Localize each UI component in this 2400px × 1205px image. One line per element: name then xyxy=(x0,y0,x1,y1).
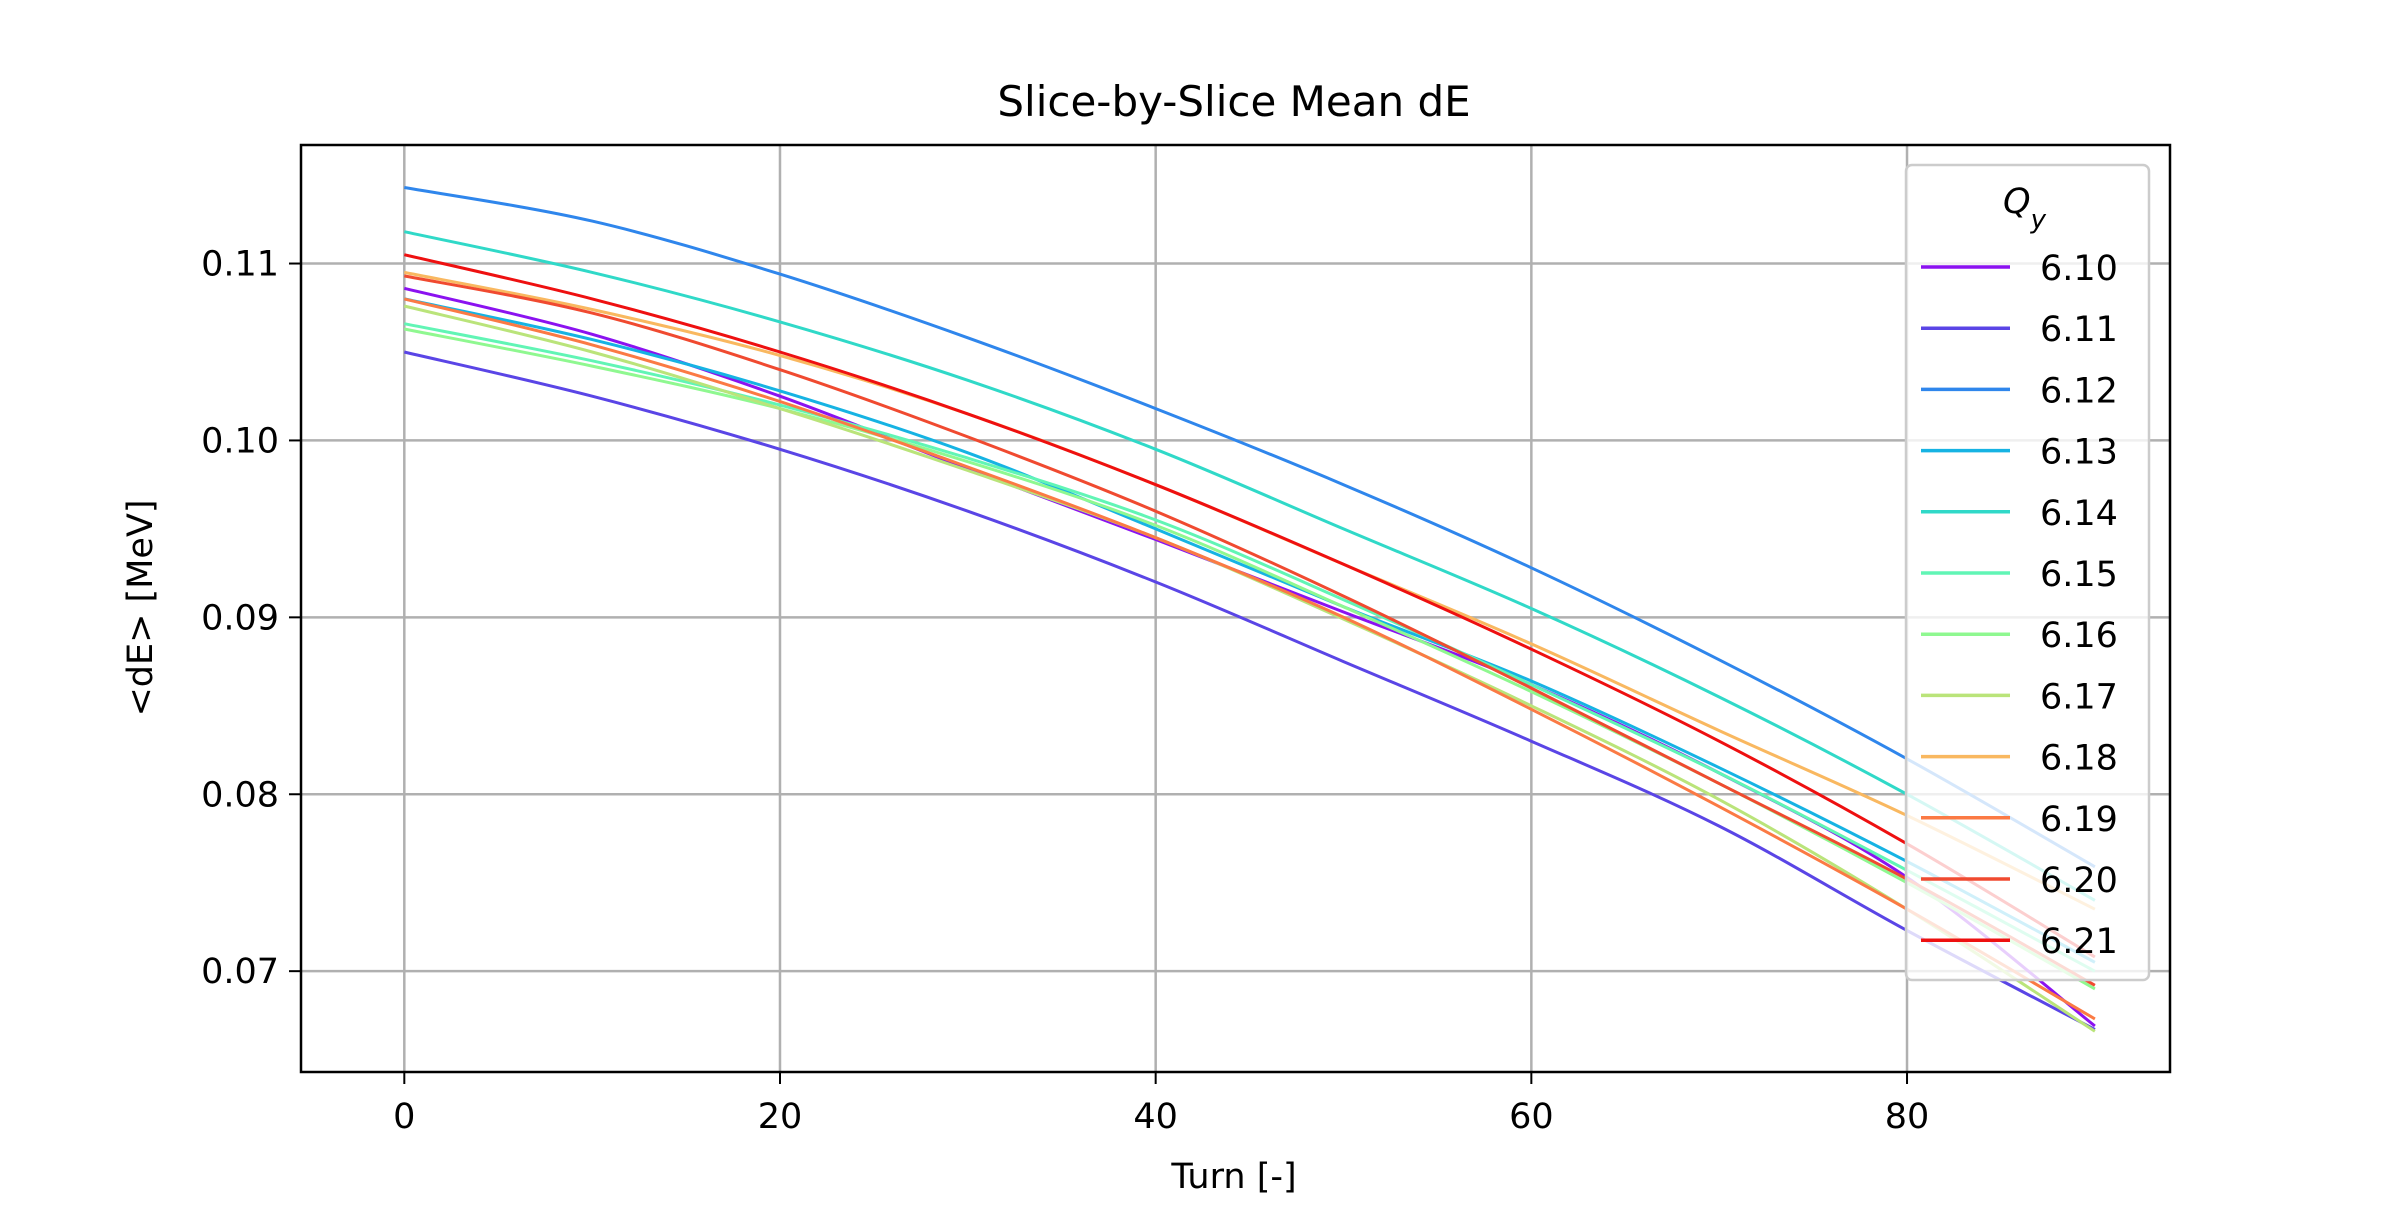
x-tick-label: 0 xyxy=(393,1097,415,1137)
legend-label: 6.11 xyxy=(2040,310,2118,350)
plot-frame xyxy=(299,143,2172,1074)
legend-title: Qy xyxy=(2003,182,2047,235)
series-lines xyxy=(403,186,2096,1033)
legend-item: 6.19 xyxy=(1921,800,2118,840)
series-line-6-21 xyxy=(403,253,2096,959)
legend-label: 6.17 xyxy=(2040,677,2118,717)
legend-item: 6.17 xyxy=(1921,677,2118,717)
legend: Qy 6.106.116.126.136.146.156.166.176.186… xyxy=(1904,163,2151,982)
legend-item: 6.20 xyxy=(1921,861,2118,901)
legend-label: 6.19 xyxy=(2040,800,2118,840)
legend-item: 6.21 xyxy=(1921,922,2118,962)
legend-box xyxy=(1904,163,2151,982)
legend-item: 6.13 xyxy=(1921,433,2118,473)
legend-label: 6.18 xyxy=(2040,739,2118,779)
series-line-6-11 xyxy=(403,350,2096,1031)
y-tick-label: 0.10 xyxy=(201,421,279,461)
legend-item: 6.14 xyxy=(1921,494,2118,534)
grid xyxy=(301,145,2170,1072)
y-tick-label: 0.08 xyxy=(201,775,279,815)
legend-item: 6.15 xyxy=(1921,555,2118,595)
y-axis-title: <dE> [MeV] xyxy=(121,499,161,716)
x-tick-label: 20 xyxy=(758,1097,803,1137)
x-tick-label: 40 xyxy=(1133,1097,1178,1137)
legend-label: 6.16 xyxy=(2040,616,2118,656)
legend-item: 6.18 xyxy=(1921,739,2118,779)
x-axis-title: Turn [-] xyxy=(1170,1157,1296,1197)
series-line-6-19 xyxy=(403,297,2096,1021)
series-line-6-20 xyxy=(404,274,2096,987)
legend-entries: 6.10 6.11 6.12 6.13 6.14 6.15 6.16 6.17 6.18 6.19… xyxy=(1921,249,2118,962)
series-line-6-18 xyxy=(404,270,2096,911)
legend-item: 6.16 xyxy=(1921,616,2118,656)
legend-label: 6.15 xyxy=(2040,555,2118,595)
legend-label: 6.20 xyxy=(2040,861,2118,901)
series-line-6-12 xyxy=(404,186,2096,869)
chart-title: Slice-by-Slice Mean dE xyxy=(997,77,1470,126)
series-line-6-15 xyxy=(404,322,2096,973)
axis-ticks: 0 20 40 60 80 0.07 0.08 0.09 0.10 0.11 xyxy=(201,245,1929,1137)
y-tick-label: 0.11 xyxy=(201,245,279,285)
y-tick-label: 0.07 xyxy=(201,952,279,992)
legend-label: 6.14 xyxy=(2040,494,2118,534)
series-line-6-10 xyxy=(403,286,2096,1028)
legend-item: 6.11 xyxy=(1921,310,2118,350)
legend-item: 6.10 xyxy=(1921,249,2118,289)
legend-label: 6.12 xyxy=(2040,371,2118,411)
legend-label: 6.21 xyxy=(2040,922,2118,962)
legend-label: 6.13 xyxy=(2040,433,2118,473)
x-tick-label: 80 xyxy=(1885,1097,1930,1137)
series-line-6-13 xyxy=(403,297,2096,964)
y-tick-label: 0.09 xyxy=(201,598,279,638)
series-line-6-16 xyxy=(404,327,2096,991)
legend-label: 6.10 xyxy=(2040,249,2118,289)
series-line-6-14 xyxy=(403,230,2096,902)
legend-item: 6.12 xyxy=(1921,371,2118,411)
x-tick-label: 60 xyxy=(1509,1097,1554,1137)
